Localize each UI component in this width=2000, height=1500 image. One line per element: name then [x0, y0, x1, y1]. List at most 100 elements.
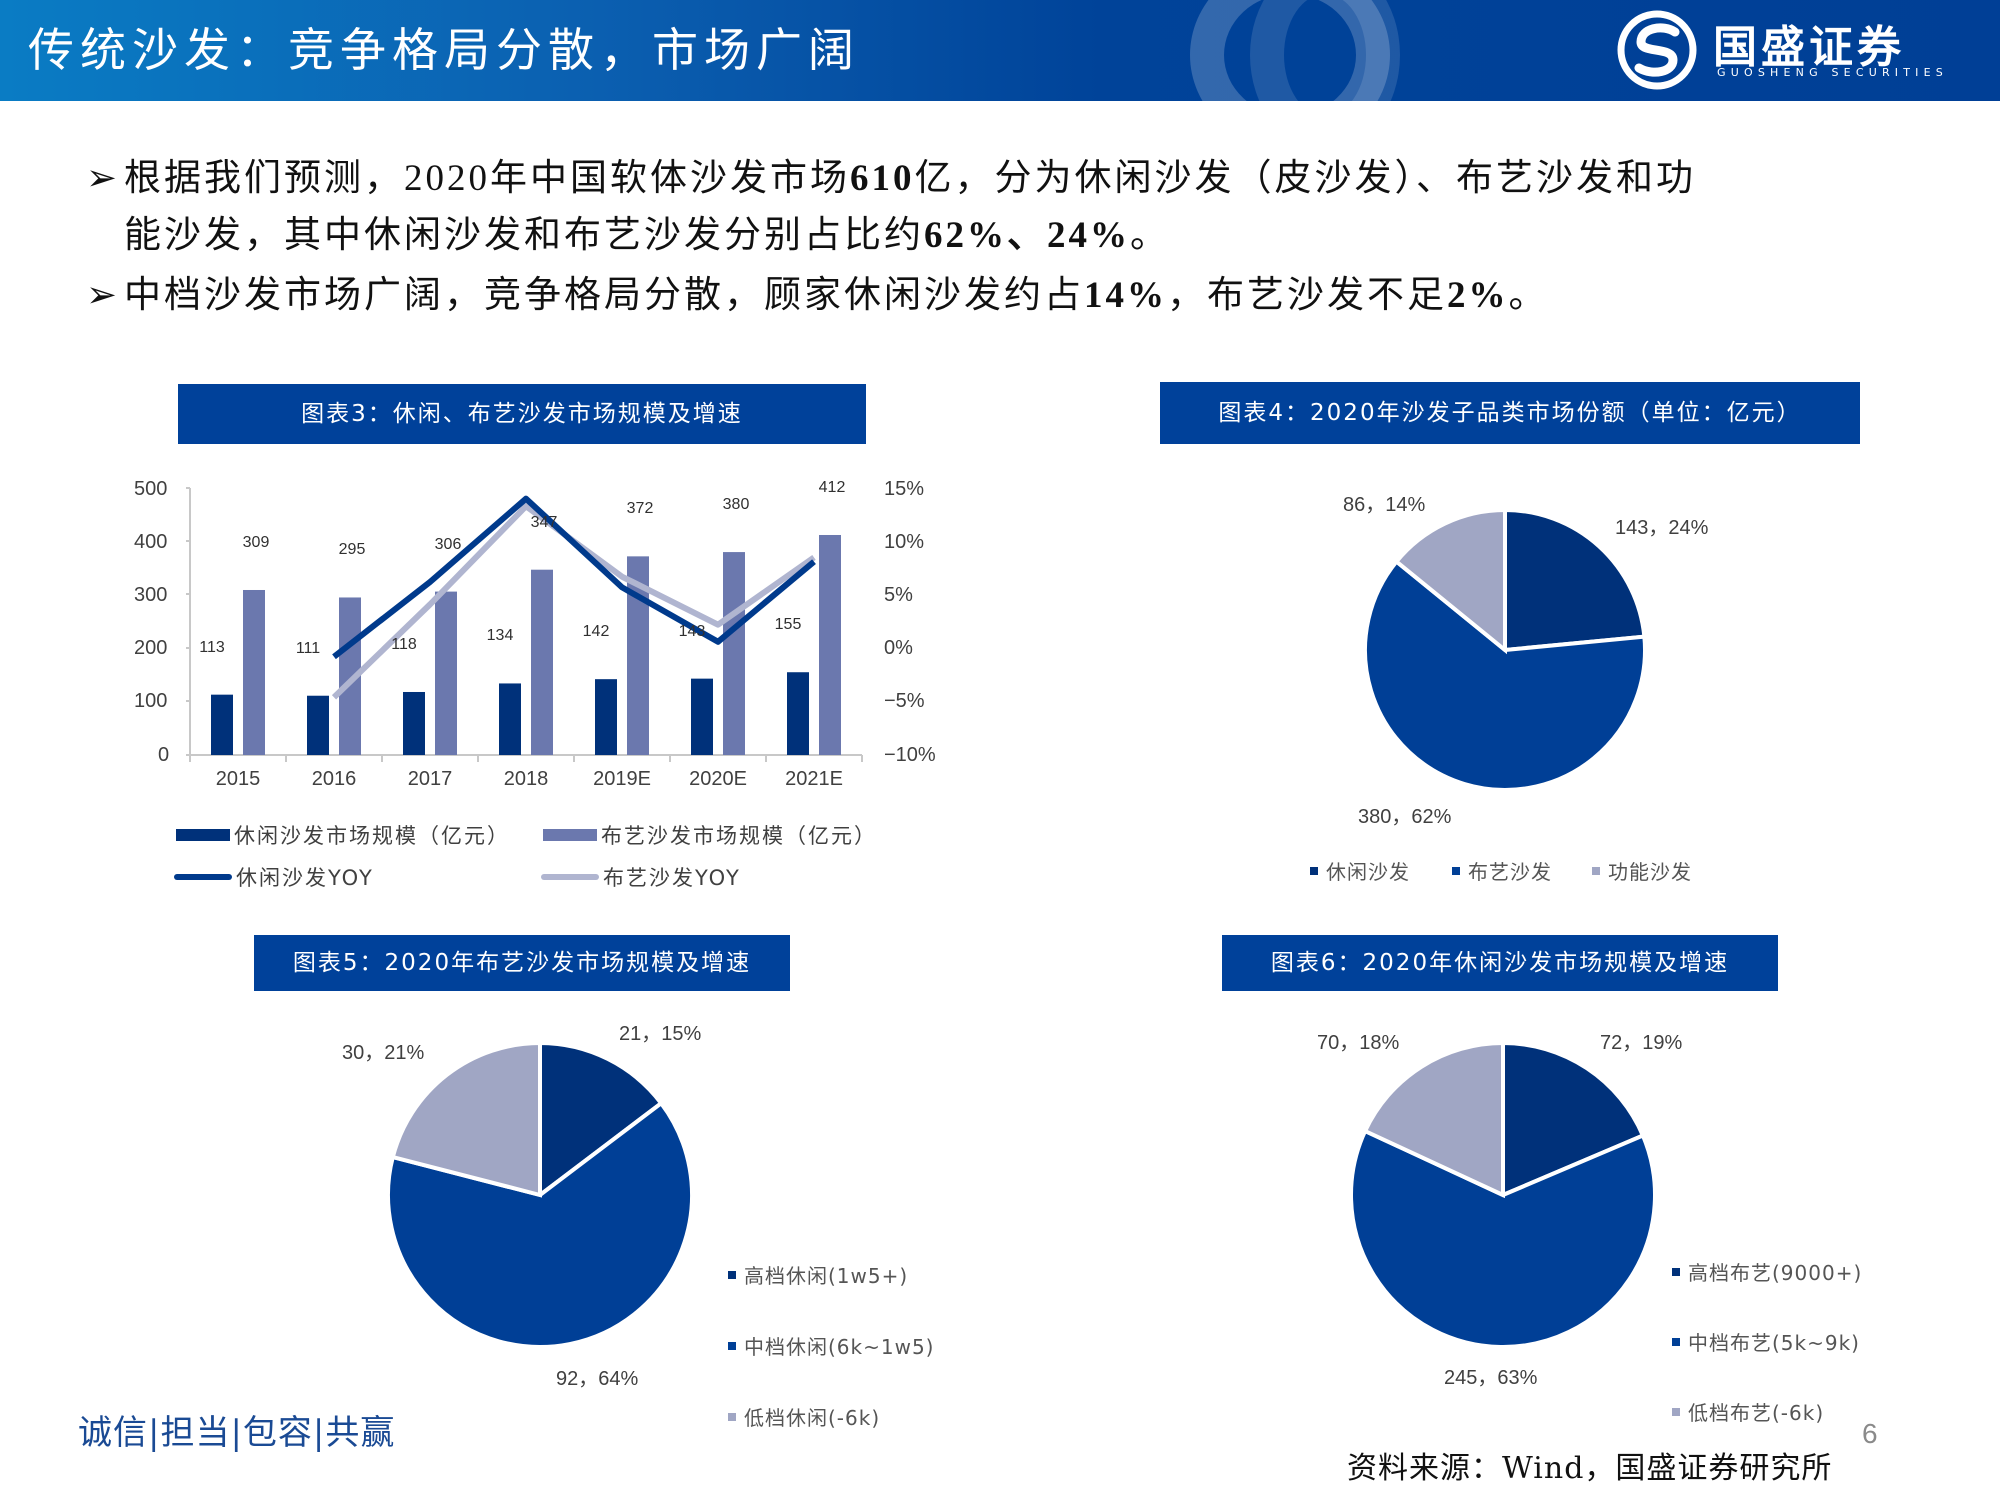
pie-slice — [1393, 507, 1507, 655]
x-tick: 2015 — [215, 768, 261, 790]
bar-fabric — [531, 569, 553, 755]
legend-label: 中档布艺(5k~9k) — [1688, 1331, 1860, 1355]
bar-leisure — [307, 695, 329, 755]
company-motto: 诚信|担当|包容|共赢 — [78, 1413, 396, 1453]
bar-value-label: 142 — [582, 623, 610, 641]
bar-value-label: 309 — [242, 533, 270, 551]
bar-value-label: 143 — [678, 622, 706, 640]
header-banner: 传统沙发：竞争格局分散，市场广阔 国盛证券 GUOSHENG SECURITIE… — [0, 0, 2000, 101]
bar-value-label: 111 — [295, 639, 321, 657]
pie-legend-item: 功能沙发 — [1592, 856, 1692, 885]
company-logo: 国盛证券 GUOSHENG SECURITIES — [1617, 8, 2000, 93]
legend-item-leisure-yoy: 休闲沙发YOY — [174, 862, 374, 892]
pie-chart-fig4 — [1363, 507, 1647, 792]
bar-value-label: 295 — [338, 541, 366, 559]
bar-fabric — [819, 534, 841, 755]
bullet-figure: 14% — [1084, 275, 1167, 316]
bullet-figure: 610 — [850, 158, 915, 199]
pie-label: 245，63% — [1444, 1367, 1538, 1389]
y2-tick: 15% — [884, 478, 925, 500]
y-tick: 200 — [134, 637, 168, 659]
legend-swatch — [543, 829, 597, 841]
y-tick: 300 — [134, 584, 168, 606]
pie-slice — [1362, 1040, 1505, 1199]
bar-leisure — [499, 683, 521, 755]
bar-leisure — [691, 678, 713, 755]
legend-label: 布艺沙发YOY — [603, 866, 741, 890]
pie-label: 21，15% — [619, 1023, 702, 1045]
bar-value-label: 134 — [486, 627, 514, 645]
chart-title-fig3: 图表3：休闲、布艺沙发市场规模及增速 — [178, 384, 866, 444]
legend-label: 布艺沙发 — [1468, 860, 1552, 884]
page-number: 6 — [1862, 1418, 1878, 1449]
pie-label: 143，24% — [1615, 517, 1709, 539]
pie-label: 92，64% — [556, 1368, 639, 1390]
y-tick: 100 — [134, 690, 168, 712]
pie-label: 72，19% — [1600, 1032, 1683, 1054]
bar-leisure — [787, 672, 809, 755]
legend-swatch — [728, 1412, 736, 1421]
page-title: 传统沙发：竞争格局分散，市场广阔 — [28, 23, 860, 77]
legend-swatch — [1672, 1407, 1680, 1416]
legend-swatch — [174, 874, 232, 880]
legend-label: 休闲沙发市场规模（亿元） — [234, 824, 510, 848]
pie-chart-fig6 — [1349, 1040, 1656, 1348]
pie-chart-fig5 — [386, 1040, 693, 1348]
legend-swatch — [541, 874, 599, 880]
pie-label: 86，14% — [1343, 494, 1426, 516]
bar-value-label: 372 — [626, 500, 654, 518]
x-tick: 2021E — [785, 768, 843, 790]
legend-label: 中档休闲(6k~1w5) — [744, 1335, 935, 1359]
bar-leisure — [403, 691, 425, 755]
x-tick: 2016 — [311, 768, 357, 790]
x-tick: 2017 — [407, 768, 453, 790]
pie-slice — [538, 1040, 664, 1200]
logo-mark-icon — [1617, 10, 1697, 90]
bullet-figure: 24% — [1047, 215, 1130, 256]
legend-label: 低档休闲(-6k) — [744, 1406, 881, 1430]
legend-label: 休闲沙发 — [1326, 860, 1410, 884]
bullet-2: ➢ 中档沙发市场广阔，竞争格局分散，顾家休闲沙发约占14%，布艺沙发不足2%。 — [86, 267, 1966, 324]
legend-label: 休闲沙发YOY — [236, 866, 374, 890]
x-tick: 2020E — [689, 768, 747, 790]
bar-value-label: 306 — [434, 535, 462, 553]
bullet-arrow-icon: ➢ — [86, 275, 121, 316]
y-tick: 500 — [134, 478, 168, 500]
legend-label: 低档布艺(-6k) — [1688, 1401, 1825, 1425]
chart-title-fig5: 图表5：2020年布艺沙发市场规模及增速 — [254, 935, 790, 991]
legend-swatch — [176, 829, 230, 841]
bullet-text: 能沙发，其中休闲沙发和布艺沙发分别占比约 — [124, 215, 924, 256]
bar-value-label: 118 — [391, 635, 417, 653]
pie-legend-item: 布艺沙发 — [1452, 856, 1552, 885]
pie-legend-item: 休闲沙发 — [1310, 856, 1410, 885]
pie-slice — [1501, 1040, 1646, 1199]
pie-slice — [386, 1100, 693, 1348]
pie-legend-item: 中档休闲(6k~1w5) — [728, 1331, 934, 1360]
summary-bullets: ➢ 根据我们预测，2020年中国软体沙发市场610亿，分为休闲沙发（皮沙发）、布… — [86, 150, 1966, 327]
legend-swatch — [728, 1341, 736, 1350]
chart-title-fig4: 图表4：2020年沙发子品类市场份额（单位：亿元） — [1160, 382, 1860, 444]
bar-value-label: 155 — [774, 616, 802, 634]
chart-title-fig6: 图表6：2020年休闲沙发市场规模及增速 — [1222, 935, 1778, 991]
bar-leisure — [211, 694, 233, 755]
legend-swatch — [728, 1270, 736, 1279]
pie-slice — [1503, 507, 1647, 653]
legend-label: 功能沙发 — [1608, 860, 1692, 884]
bar-fabric — [243, 589, 265, 755]
bullet-text: ，布艺沙发不足 — [1167, 275, 1447, 316]
pie-label: 70，18% — [1317, 1032, 1400, 1054]
bullet-arrow-icon: ➢ — [86, 158, 121, 199]
bar-fabric — [435, 591, 457, 755]
y2-tick: 5% — [884, 584, 913, 606]
pie-slice — [1349, 1128, 1656, 1348]
y-tick: 0 — [158, 744, 170, 766]
pie-legend-item: 低档布艺(-6k) — [1672, 1397, 1824, 1426]
pie-slice — [1363, 558, 1647, 792]
legend-item-leisure-size: 休闲沙发市场规模（亿元） — [176, 820, 510, 850]
bullet-text: 中档沙发市场广阔，竞争格局分散，顾家休闲沙发约占 — [124, 275, 1084, 316]
bar-fabric — [627, 556, 649, 755]
pie-legend-item: 中档布艺(5k~9k) — [1672, 1327, 1860, 1356]
legend-label: 布艺沙发市场规模（亿元） — [601, 824, 877, 848]
bar-value-label: 412 — [818, 478, 846, 496]
legend-label: 高档布艺(9000+) — [1688, 1261, 1863, 1285]
